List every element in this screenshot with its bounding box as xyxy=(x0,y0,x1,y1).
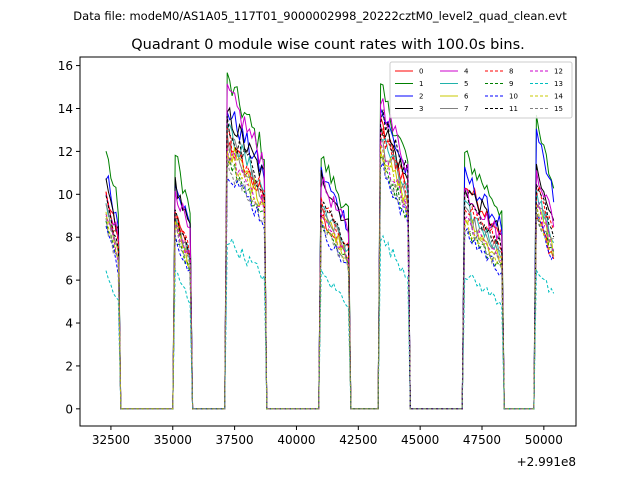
series-line-15 xyxy=(105,156,555,410)
x-tick-label: 50000 xyxy=(525,433,563,447)
legend-label: 4 xyxy=(464,68,469,76)
series-line-3 xyxy=(105,106,555,410)
series-line-11 xyxy=(105,109,555,410)
legend-label: 15 xyxy=(554,105,563,113)
y-tick-label: 10 xyxy=(58,188,73,202)
legend-label: 3 xyxy=(419,105,423,113)
plot-series-group xyxy=(105,72,555,410)
chart-title: Quadrant 0 module wise count rates with … xyxy=(131,37,525,53)
y-tick-label: 14 xyxy=(58,102,73,116)
x-tick-label: 37500 xyxy=(216,433,254,447)
axes-frame xyxy=(79,56,577,427)
x-tick-label: 42500 xyxy=(339,433,377,447)
x-axis-offset-label: +2.991e8 xyxy=(517,455,576,469)
legend-label: 2 xyxy=(419,93,423,101)
figure-suptitle: Data file: modeM0/AS1A05_117T01_90000029… xyxy=(73,9,567,23)
x-tick-label: 32500 xyxy=(92,433,130,447)
legend-frame xyxy=(389,61,573,119)
x-tick-label: 47500 xyxy=(463,433,501,447)
legend-label: 14 xyxy=(554,93,563,101)
y-tick-label: 8 xyxy=(65,231,73,245)
series-line-8 xyxy=(105,127,555,410)
y-tick-label: 16 xyxy=(58,59,73,73)
legend-label: 0 xyxy=(419,68,423,76)
legend-label: 9 xyxy=(509,80,513,88)
y-tick-label: 0 xyxy=(65,402,73,416)
series-line-12 xyxy=(105,140,555,410)
series-line-14 xyxy=(105,144,554,410)
legend-label: 12 xyxy=(554,68,563,76)
legend-label: 10 xyxy=(509,93,518,101)
legend-label: 6 xyxy=(464,93,469,101)
y-tick-label: 2 xyxy=(65,359,73,373)
x-tick-label: 40000 xyxy=(277,433,315,447)
y-tick-label: 6 xyxy=(65,274,73,288)
series-line-10 xyxy=(105,160,555,410)
y-tick-label: 4 xyxy=(65,317,73,331)
y-axis: 0 2 4 6 8 10 12 14 16 xyxy=(58,59,80,416)
legend-label: 7 xyxy=(464,105,468,113)
legend-label: 5 xyxy=(464,80,468,88)
legend-label: 8 xyxy=(509,68,513,76)
series-line-13 xyxy=(105,234,555,410)
legend-label: 1 xyxy=(419,80,423,88)
legend-label: 11 xyxy=(509,105,518,113)
x-tick-label: 35000 xyxy=(154,433,192,447)
x-axis: 32500 35000 37500 40000 42500 45000 47500 50000 xyxy=(92,426,563,447)
legend-label: 13 xyxy=(554,80,563,88)
series-line-1 xyxy=(105,72,555,410)
y-tick-label: 12 xyxy=(58,145,73,159)
x-tick-label: 45000 xyxy=(401,433,439,447)
series-line-2 xyxy=(105,108,555,410)
